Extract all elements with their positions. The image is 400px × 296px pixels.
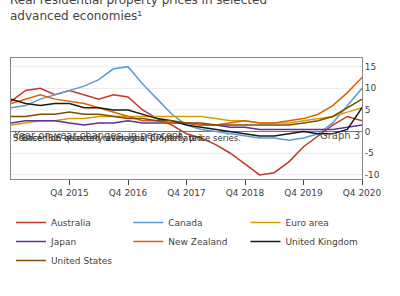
svg-text:United Kingdom: United Kingdom (286, 237, 358, 247)
svg-text:Year-on-year changes, in per c: Year-on-year changes, in per cent (13, 130, 182, 141)
svg-text:Australia: Australia (51, 218, 91, 228)
svg-text:Canada: Canada (168, 218, 202, 228)
svg-text:New Zealand: New Zealand (168, 237, 227, 247)
svg-text:Japan: Japan (50, 237, 76, 247)
svg-text:15: 15 (365, 62, 376, 72)
svg-text:Q4 2015: Q4 2015 (50, 188, 89, 198)
svg-text:Q4 2020: Q4 2020 (343, 188, 382, 198)
svg-text:Euro area: Euro area (286, 218, 329, 228)
svg-text:Q4 2018: Q4 2018 (226, 188, 265, 198)
svg-text:Real residential property pric: Real residential property prices in sele… (10, 0, 267, 23)
svg-text:Q4 2019: Q4 2019 (284, 188, 323, 198)
svg-text:¹ Based on quarterly averages: ¹ Based on quarterly averages; CPI-defla… (13, 133, 205, 143)
svg-text:0: 0 (365, 127, 371, 137)
svg-text:-5: -5 (365, 148, 374, 158)
svg-text:Source: BIS selected residenti: Source: BIS selected residential propert… (13, 133, 241, 143)
svg-text:5: 5 (365, 105, 371, 115)
svg-text:10: 10 (365, 83, 377, 93)
svg-text:United States: United States (51, 256, 112, 266)
svg-text:Q4 2017: Q4 2017 (167, 188, 206, 198)
svg-text:-10: -10 (365, 170, 380, 180)
svg-text:Graph 3: Graph 3 (320, 130, 360, 141)
svg-text:Q4 2016: Q4 2016 (109, 188, 148, 198)
